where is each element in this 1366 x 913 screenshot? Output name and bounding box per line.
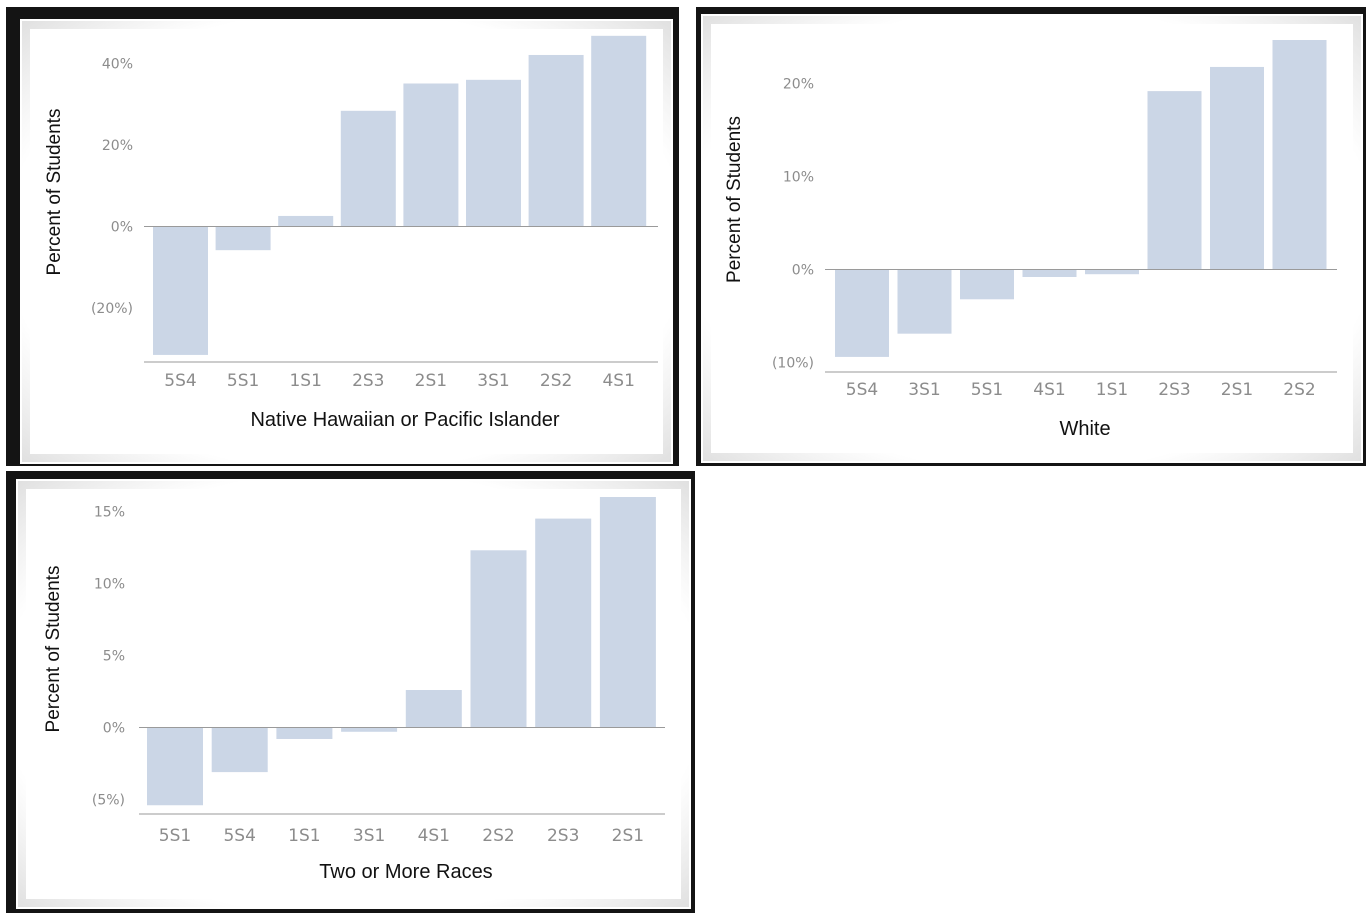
bar-1s1 bbox=[278, 215, 334, 227]
bar-5s4 bbox=[835, 269, 889, 357]
bar-2s3 bbox=[1147, 91, 1202, 270]
chart-native-hawaiian: 40% 20% 0% (20%) 5S4 5S1 1S1 2S3 2S1 3S1 2S2 4S1 Nat… bbox=[22, 21, 671, 462]
category-label: 1S1 bbox=[289, 371, 321, 391]
category-label: 2S2 bbox=[482, 826, 514, 846]
bar-1s1 bbox=[1085, 269, 1139, 275]
y-tick-label: 5% bbox=[103, 648, 125, 664]
category-label: 4S1 bbox=[602, 371, 634, 391]
bar-2s2 bbox=[528, 54, 584, 227]
bar-2s1 bbox=[403, 83, 459, 227]
y-axis-title: Percent of Students bbox=[43, 566, 64, 733]
bar-2s2 bbox=[1272, 40, 1327, 270]
y-tick-label: 15% bbox=[94, 504, 125, 520]
y-tick-label: 10% bbox=[94, 576, 125, 592]
bar-5s1 bbox=[215, 226, 271, 251]
category-label: 5S4 bbox=[846, 380, 878, 400]
y-tick-label: (5%) bbox=[92, 792, 125, 808]
category-label: 5S4 bbox=[223, 826, 255, 846]
bar-4s1 bbox=[405, 690, 462, 728]
bar-5s1 bbox=[960, 269, 1014, 300]
bar-3s1 bbox=[466, 79, 521, 227]
y-tick-label: 0% bbox=[111, 220, 133, 236]
y-tick-label: 0% bbox=[792, 263, 814, 279]
y-tick-label: 40% bbox=[102, 57, 133, 73]
category-label: 2S2 bbox=[1283, 380, 1315, 400]
bar-5s4 bbox=[211, 727, 268, 773]
chart-panel-native-hawaiian: 40% 20% 0% (20%) 5S4 5S1 1S1 2S3 2S1 3S1 2S2 4S1 Nat… bbox=[6, 7, 679, 466]
y-tick-label: 10% bbox=[783, 170, 814, 186]
category-label: 4S1 bbox=[1033, 380, 1065, 400]
category-label: 3S1 bbox=[908, 380, 940, 400]
bar-5s4 bbox=[153, 226, 208, 355]
bar-4s1 bbox=[1022, 269, 1077, 277]
category-label: 5S1 bbox=[227, 371, 259, 391]
bar-5s1 bbox=[147, 727, 203, 806]
bar-2s1 bbox=[599, 497, 656, 728]
category-label: 5S4 bbox=[164, 371, 196, 391]
category-label: 2S3 bbox=[547, 826, 579, 846]
category-label: 2S3 bbox=[1158, 380, 1190, 400]
category-label: 3S1 bbox=[353, 826, 385, 846]
y-tick-label: 20% bbox=[783, 77, 814, 93]
category-label: 2S2 bbox=[540, 371, 572, 391]
category-label: 2S1 bbox=[612, 826, 644, 846]
bar-4s1 bbox=[591, 35, 647, 227]
category-label: 3S1 bbox=[477, 371, 509, 391]
chart-white: 20% 10% 0% (10%) 5S4 3S1 5S1 4S1 1S1 2S3 2S1 2S2 Whi… bbox=[703, 16, 1361, 461]
category-label: 2S1 bbox=[415, 371, 447, 391]
category-label: 1S1 bbox=[288, 826, 320, 846]
bar-3s1 bbox=[897, 269, 952, 334]
y-tick-label: (10%) bbox=[772, 355, 814, 371]
bar-2s1 bbox=[1210, 66, 1264, 270]
category-label: 1S1 bbox=[1096, 380, 1128, 400]
y-tick-label: (20%) bbox=[91, 301, 133, 317]
chart-panel-white: 20% 10% 0% (10%) 5S4 3S1 5S1 4S1 1S1 2S3 2S1 2S2 Whi… bbox=[696, 7, 1366, 466]
chart-panel-two-or-more: 15% 10% 5% 0% (5%) 5S1 5S4 1S1 3S1 4S1 2S2 2S3 2S1 Tw… bbox=[6, 471, 695, 913]
x-axis-title: White bbox=[1059, 418, 1110, 440]
bar-2s2 bbox=[470, 550, 527, 728]
y-tick-label: 0% bbox=[103, 720, 125, 736]
y-axis-title: Percent of Students bbox=[44, 109, 65, 276]
category-label: 2S1 bbox=[1221, 380, 1253, 400]
y-axis-title: Percent of Students bbox=[724, 116, 745, 283]
x-axis-title: Two or More Races bbox=[319, 861, 492, 883]
category-label: 5S1 bbox=[159, 826, 191, 846]
category-label: 5S1 bbox=[971, 380, 1003, 400]
bar-2s3 bbox=[535, 518, 592, 728]
chart-two-or-more: 15% 10% 5% 0% (5%) 5S1 5S4 1S1 3S1 4S1 2S2 2S3 2S1 Tw… bbox=[18, 481, 689, 907]
bar-2s3 bbox=[340, 110, 396, 227]
category-label: 4S1 bbox=[418, 826, 450, 846]
bar-1s1 bbox=[276, 727, 333, 739]
x-axis-title: Native Hawaiian or Pacific Islander bbox=[250, 409, 559, 431]
category-label: 2S3 bbox=[352, 371, 384, 391]
bar-3s1 bbox=[341, 727, 398, 732]
y-tick-label: 20% bbox=[102, 138, 133, 154]
